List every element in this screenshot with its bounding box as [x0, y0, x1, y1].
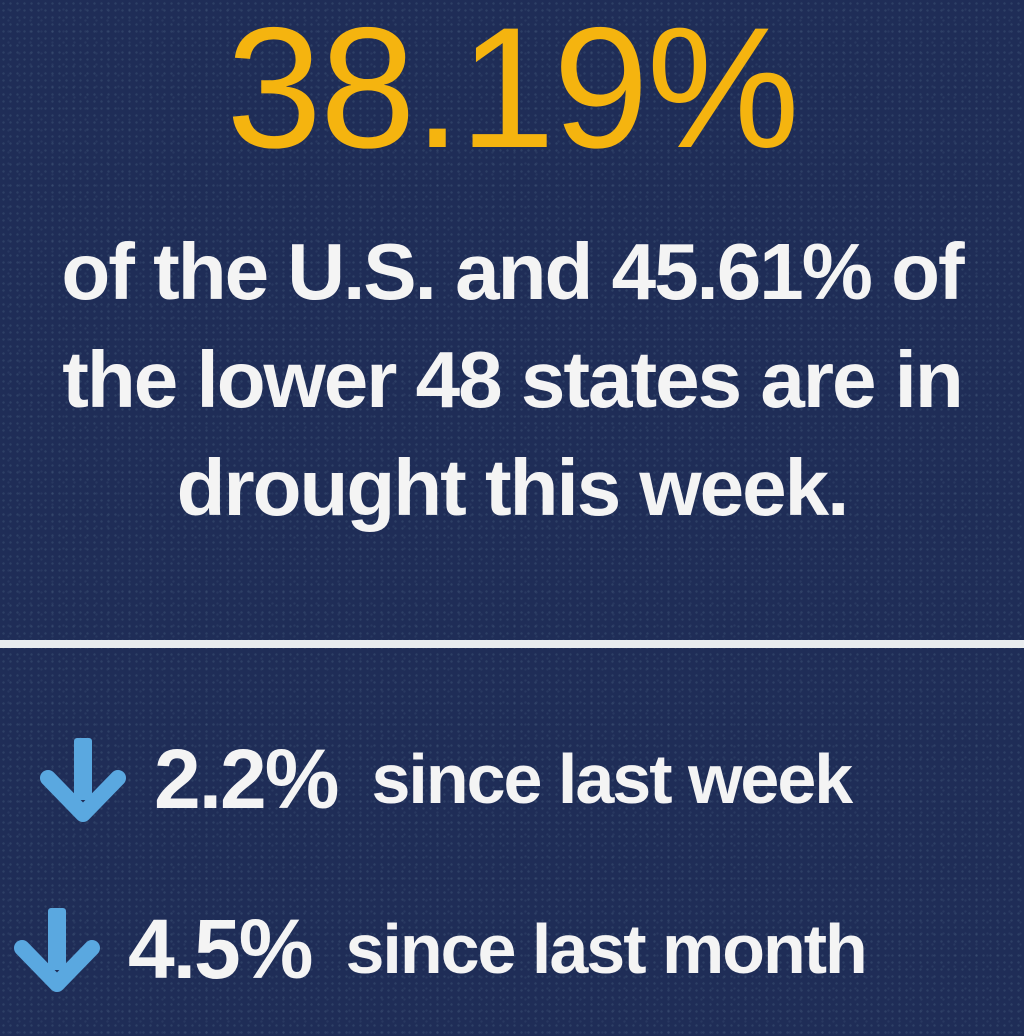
weekly-change-row: 2.2% since last week [0, 724, 1024, 834]
arrow-down-icon [40, 738, 126, 822]
description-line-3: drought this week. [176, 443, 850, 532]
monthly-change-value: 4.5% [128, 901, 313, 996]
monthly-change-row: 4.5% since last month [0, 894, 1024, 1004]
weekly-change-value: 2.2% [154, 731, 339, 826]
description-line-2: the lower 48 states are in [62, 335, 964, 424]
divider [0, 640, 1024, 648]
description-line-1: of the U.S. and 45.61% of [61, 227, 964, 316]
monthly-change-label: since last month [345, 910, 867, 988]
drought-description: of the U.S. and 45.61% of the lower 48 s… [0, 218, 1024, 542]
drought-percentage: 38.19% [226, 0, 799, 184]
arrow-down-icon [14, 908, 100, 992]
weekly-change-label: since last week [371, 740, 853, 818]
